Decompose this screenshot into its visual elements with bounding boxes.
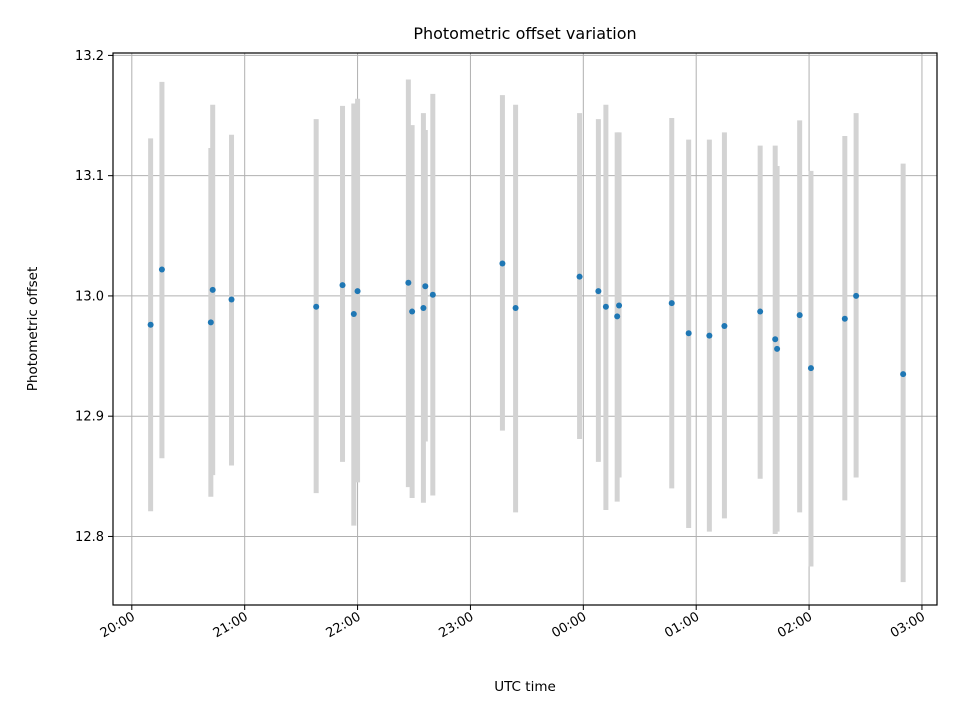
data-point [595, 288, 602, 295]
data-point [796, 312, 803, 319]
data-point [420, 304, 427, 311]
data-point [512, 304, 519, 311]
y-tick-label: 13.2 [75, 49, 104, 64]
y-tick-label: 13.0 [75, 289, 104, 304]
data-point [841, 315, 848, 322]
data-point [706, 332, 713, 339]
data-point [807, 365, 814, 372]
data-point [207, 319, 214, 326]
y-tick-label: 13.1 [75, 169, 104, 184]
error-bars [148, 79, 906, 583]
x-tick-label: 00:00 [549, 609, 589, 641]
data-point [499, 260, 506, 267]
data-point [685, 330, 692, 337]
data-point [721, 322, 728, 329]
data-point [668, 300, 675, 307]
data-point [354, 288, 361, 295]
data-point [313, 303, 320, 310]
data-point [900, 371, 907, 378]
chart-title: Photometric offset variation [413, 24, 636, 43]
y-tick-label: 12.8 [75, 530, 104, 545]
data-point [602, 303, 609, 310]
data-point [147, 321, 154, 328]
data-point [339, 282, 346, 289]
data-point [209, 286, 216, 293]
data-point [774, 345, 781, 352]
y-axis-label: Photometric offset [25, 267, 41, 391]
x-axis-label: UTC time [494, 679, 556, 695]
plot-area-frame [112, 52, 938, 606]
data-point [429, 291, 436, 298]
x-tick-label: 01:00 [662, 609, 702, 641]
data-point [228, 296, 235, 303]
data-point [614, 313, 621, 320]
data-point [772, 336, 779, 343]
data-point [616, 302, 623, 309]
data-point [853, 292, 860, 299]
y-tick-label: 12.9 [75, 410, 104, 425]
data-point [350, 310, 357, 317]
data-point [409, 308, 416, 315]
x-tick-label: 03:00 [888, 609, 928, 641]
data-point [158, 266, 165, 273]
data-point [422, 283, 429, 290]
x-tick-label: 21:00 [211, 609, 251, 641]
data-points [147, 260, 907, 378]
data-point [576, 273, 583, 280]
data-point [405, 279, 412, 286]
x-tick-label: 22:00 [324, 609, 364, 641]
x-tick-label: 20:00 [98, 609, 138, 641]
x-tick-label: 02:00 [775, 609, 815, 641]
data-point [757, 308, 764, 315]
x-tick-label: 23:00 [436, 609, 476, 641]
